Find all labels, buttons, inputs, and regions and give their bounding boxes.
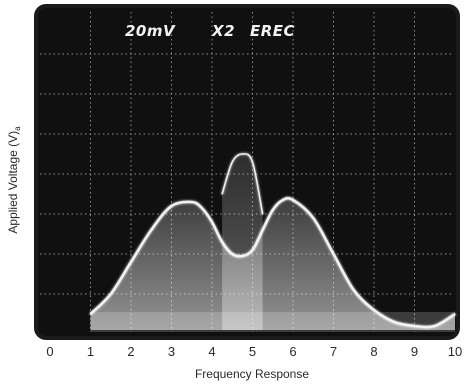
data-point [221,241,223,243]
x-tick-label: 10 [448,344,462,359]
data-point [454,313,456,315]
data-point [261,229,264,231]
x-axis-title: Frequency Response [195,367,309,381]
traces [89,153,456,329]
data-point [282,199,284,201]
x-tick-label: 1 [87,344,94,359]
data-point [130,261,132,263]
data-point [352,289,355,291]
x-tick-label: 8 [370,344,377,359]
noise-band [90,312,455,332]
screen-label-volts: 20mV [125,22,176,40]
data-point [292,199,294,201]
series-line [89,196,456,329]
data-point [109,293,112,295]
data-point [433,325,436,327]
x-tick-label: 3 [168,344,175,359]
y-axis-title-subscript: a [13,126,22,131]
data-point [332,253,335,255]
x-tick-label: 2 [127,344,134,359]
data-point [241,255,244,257]
data-point [211,221,213,223]
data-point [251,161,254,163]
data-point [201,207,203,209]
data-point [170,205,173,207]
data-point [373,309,375,311]
data-point [393,321,396,323]
data-point [251,249,254,251]
data-point [221,193,223,195]
screen-label-gain: X2 [211,22,235,40]
data-point [261,213,264,215]
y-axis-title-text: Applied Voltage (V) [6,131,20,234]
x-tick-label: 5 [249,344,256,359]
data-point [231,161,234,163]
screen-label-mode: EREC [250,22,295,40]
data-point [89,313,92,315]
data-point [312,217,315,219]
series-area [90,198,455,330]
data-point [150,229,153,231]
data-point [271,209,274,211]
trace-fills [90,153,455,332]
x-tick-label: 7 [330,344,337,359]
data-point [190,201,193,203]
data-point [231,253,234,255]
x-tick-label: 0 [46,344,53,359]
series-area [222,153,263,330]
x-tick-label: 9 [411,344,418,359]
x-tick-labels: 0 1 2 3 4 5 6 7 8 9 10 [46,344,462,359]
x-tick-label: 4 [208,344,215,359]
x-tick-label: 6 [289,344,296,359]
y-axis-title: Applied Voltage (V)a [6,126,22,234]
data-point [241,153,244,155]
data-point [413,325,416,327]
